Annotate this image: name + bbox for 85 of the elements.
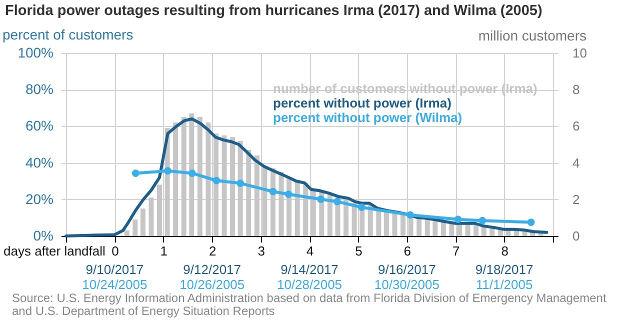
bar bbox=[440, 221, 446, 236]
bar bbox=[173, 122, 178, 236]
bar bbox=[392, 212, 398, 236]
bar bbox=[132, 220, 138, 236]
point bbox=[316, 196, 324, 203]
chart-title: Florida power outages resulting from hurricanes Irma (2017) and Wilma (2005) bbox=[5, 3, 542, 19]
y-tick-label: 0% bbox=[33, 228, 54, 244]
x-tick-label: 6 bbox=[404, 244, 412, 258]
bar bbox=[514, 230, 519, 236]
bar bbox=[449, 223, 454, 236]
bar bbox=[481, 226, 486, 236]
x-tick-label: 1 bbox=[160, 244, 168, 258]
x-tick-label: 0 bbox=[112, 244, 119, 258]
y2-tick-label: 8 bbox=[572, 82, 580, 98]
bar bbox=[148, 198, 154, 236]
y-tick-label: 40% bbox=[25, 154, 54, 170]
text: percent without power (Irma) bbox=[273, 96, 452, 110]
y-tick-label: 100% bbox=[18, 44, 54, 60]
point bbox=[358, 204, 366, 211]
y-tick-label: 60% bbox=[25, 118, 54, 134]
x-tick-label: 8 bbox=[501, 244, 508, 258]
point bbox=[284, 190, 292, 198]
x-axis-title: days after landfall bbox=[4, 244, 106, 258]
bar bbox=[222, 135, 227, 236]
text: 10/26/2005 bbox=[180, 277, 245, 292]
point bbox=[478, 216, 486, 224]
bar bbox=[344, 199, 349, 236]
y2-tick-label: 2 bbox=[572, 192, 580, 207]
y2-tick-label: 10 bbox=[572, 46, 587, 60]
y2-tick-label: 6 bbox=[572, 118, 580, 134]
bar bbox=[197, 117, 202, 236]
bar bbox=[140, 208, 146, 236]
point bbox=[454, 216, 462, 224]
x-tick-label: 7 bbox=[452, 244, 460, 258]
y2-tick-label: 0 bbox=[572, 228, 580, 244]
y-tick-label: 20% bbox=[25, 190, 54, 207]
point bbox=[269, 188, 277, 196]
point bbox=[164, 167, 172, 175]
point bbox=[236, 180, 244, 187]
y2-axis-title: million customers bbox=[478, 28, 586, 44]
x-tick-label: 4 bbox=[306, 244, 314, 258]
text: 10/24/2005 bbox=[82, 277, 148, 292]
text: 9/16/2017 bbox=[378, 262, 436, 277]
text: 10/28/2005 bbox=[276, 277, 342, 292]
point bbox=[527, 218, 535, 226]
bar bbox=[352, 203, 357, 236]
bar bbox=[230, 137, 236, 236]
y-tick-label: 80% bbox=[25, 81, 54, 98]
bar bbox=[294, 181, 300, 236]
bar bbox=[474, 225, 479, 236]
bar bbox=[157, 184, 162, 236]
x-tick-label: 2 bbox=[208, 244, 216, 258]
text: 9/12/2017 bbox=[183, 262, 242, 277]
bar bbox=[424, 220, 430, 236]
text: 9/18/2017 bbox=[475, 262, 534, 277]
source-note: Source: U.S. Energy Information Administration based on data from Florida Division of Emergency Management and U.S. Department of Energy Situation Reports bbox=[12, 291, 608, 318]
point bbox=[212, 176, 220, 184]
bar bbox=[310, 190, 316, 236]
text: percent without power (Wilma) bbox=[273, 110, 462, 125]
bar bbox=[278, 172, 284, 236]
bar bbox=[432, 221, 438, 236]
bar bbox=[490, 228, 495, 236]
bar bbox=[189, 113, 194, 236]
point bbox=[188, 170, 196, 177]
x-tick-label: 3 bbox=[258, 244, 265, 258]
y2-tick-label: 4 bbox=[572, 155, 580, 170]
bar bbox=[262, 166, 268, 236]
x-tick-label: 5 bbox=[355, 244, 362, 258]
point bbox=[334, 198, 341, 206]
bar bbox=[181, 117, 186, 236]
text: 11/1/2005 bbox=[476, 277, 533, 292]
text: 10/30/2005 bbox=[374, 277, 440, 292]
text: 9/14/2017 bbox=[280, 262, 338, 277]
text: number of customers without power (Irma) bbox=[273, 81, 538, 96]
bar bbox=[254, 155, 260, 236]
text: 9/10/2017 bbox=[86, 262, 144, 277]
bar bbox=[206, 122, 211, 236]
point bbox=[132, 170, 140, 177]
bar bbox=[400, 214, 406, 236]
point bbox=[406, 211, 414, 219]
bar bbox=[384, 210, 389, 236]
bar bbox=[416, 218, 422, 236]
y-axis-title: percent of customers bbox=[2, 26, 134, 42]
bar bbox=[246, 150, 252, 236]
bar bbox=[124, 230, 130, 236]
